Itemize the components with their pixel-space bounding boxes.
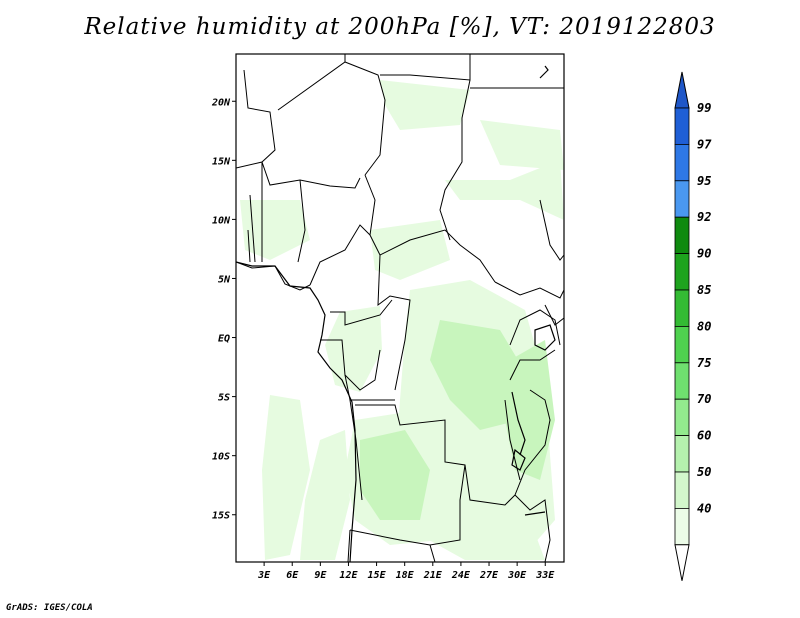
lat-label: 5S	[218, 393, 230, 404]
colorbar-label: 92	[697, 210, 711, 224]
lon-label: 30E	[507, 570, 527, 581]
colorbar-swatch	[674, 398, 690, 437]
coastline	[236, 65, 556, 562]
colorbar-label: 80	[697, 319, 711, 333]
humidity-shading	[240, 80, 564, 560]
colorbar-bottom-arrow	[674, 544, 690, 581]
colorbar-swatch	[674, 435, 690, 473]
lon-label: 18E	[396, 570, 415, 581]
lon-label: 3E	[257, 570, 271, 581]
lat-label: 10N	[212, 215, 231, 226]
grads-credit: GrADS: IGES/COLA	[6, 603, 93, 613]
colorbar-swatch	[674, 325, 690, 364]
colorbar-label: 50	[697, 465, 711, 479]
lat-label: 15S	[212, 511, 230, 522]
colorbar-label: 60	[697, 429, 711, 443]
lat-label: 5N	[218, 274, 231, 285]
longitude-axis: 3E 6E 9E 12E 15E 18E 21E 24E 27E 30E 33E	[257, 562, 555, 581]
colorbar-top-arrow	[674, 71, 690, 109]
lat-label: 15N	[212, 156, 231, 167]
latitude-axis: 20N 15N 10N 5N EQ 5S 10S 15S	[211, 97, 236, 522]
colorbar-swatch	[674, 362, 690, 400]
colorbar-swatch	[674, 180, 690, 218]
map-title: Relative humidity at 200hPa [%], VT: 201…	[84, 14, 716, 40]
lon-label: 24E	[451, 570, 471, 581]
colorbar-swatch	[674, 507, 690, 546]
lon-label: 27E	[479, 570, 499, 581]
colorbar-label: 90	[697, 247, 711, 261]
colorbar-label: 95	[697, 174, 711, 188]
colorbar-label: 85	[697, 283, 711, 297]
colorbar-swatch	[674, 107, 690, 145]
colorbar-swatch	[674, 253, 690, 291]
lat-label: 20N	[211, 97, 231, 108]
country-borders	[236, 54, 564, 562]
lon-label: 15E	[368, 570, 387, 581]
lon-label: 12E	[339, 570, 358, 581]
colorbar-swatch	[674, 289, 690, 327]
colorbar-label: 97	[697, 137, 712, 151]
colorbar-swatch	[674, 471, 690, 509]
lat-label: 10S	[212, 452, 230, 463]
colorbar-swatch	[674, 143, 690, 182]
colorbar-label: 75	[697, 356, 711, 370]
lon-label: 33E	[535, 570, 555, 581]
lon-label: 21E	[423, 570, 443, 581]
map-frame	[235, 53, 565, 563]
lat-label: EQ	[218, 334, 230, 345]
colorbar-label: 70	[697, 392, 711, 406]
lon-label: 9E	[314, 570, 327, 581]
colorbar: 99 97 95 92 90 85 80 75 70 60 50 40	[674, 71, 712, 581]
lon-label: 6E	[286, 570, 299, 581]
colorbar-swatch	[674, 216, 690, 254]
colorbar-label: 40	[697, 501, 711, 515]
colorbar-label: 99	[697, 101, 711, 115]
